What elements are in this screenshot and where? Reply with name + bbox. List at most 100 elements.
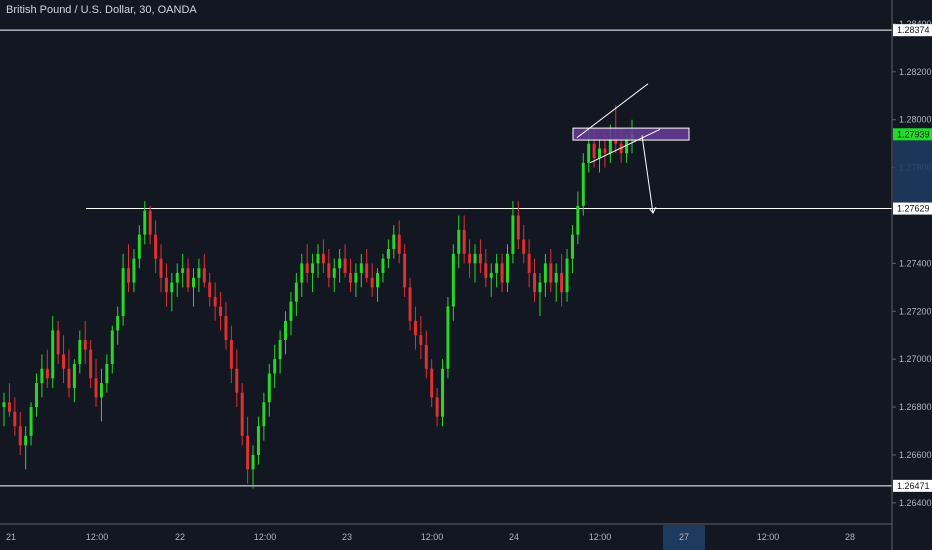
candle-body xyxy=(354,272,358,283)
candle-body xyxy=(267,373,271,403)
candle-body xyxy=(83,340,87,350)
candle-body xyxy=(132,258,136,283)
candle-body xyxy=(462,229,466,254)
level-price-tag xyxy=(893,202,932,215)
candle-body xyxy=(229,340,233,369)
candle-body xyxy=(18,426,22,446)
candle-body xyxy=(278,340,282,360)
candle-body xyxy=(235,368,239,393)
candle-body xyxy=(170,282,174,293)
level-price-label: 1.26471 xyxy=(897,481,930,491)
candle-body xyxy=(175,272,179,283)
candle-body xyxy=(608,138,612,154)
price-axis: 1.284001.282001.280001.278001.274001.272… xyxy=(891,0,932,550)
candle-body xyxy=(294,282,298,302)
candle-body xyxy=(137,234,141,259)
candle-body xyxy=(386,249,390,259)
candle-body xyxy=(300,263,304,283)
candle-body xyxy=(67,368,71,388)
price-tick-label: 1.26800 xyxy=(899,402,932,412)
candle-body xyxy=(554,272,558,283)
candle-body xyxy=(284,320,288,341)
candle-body xyxy=(495,263,499,273)
time-tick-label: 23 xyxy=(342,532,352,542)
candle-body xyxy=(62,354,66,369)
candles xyxy=(2,105,634,489)
candle-body xyxy=(370,277,374,288)
candle-body xyxy=(365,263,369,278)
time-tick-label: 12:00 xyxy=(421,532,444,542)
candle-body xyxy=(202,268,206,283)
candle-body xyxy=(381,258,385,273)
candle-body xyxy=(451,253,455,307)
candle-body xyxy=(533,272,537,293)
candle-body xyxy=(392,234,396,250)
candle-body xyxy=(181,268,185,273)
candle-body xyxy=(549,263,553,283)
candle-body xyxy=(419,335,423,345)
candle-body xyxy=(505,253,509,283)
symbol-title: British Pound / U.S. Dollar, 30, OANDA xyxy=(6,4,197,16)
candle-body xyxy=(148,210,152,235)
candle-body xyxy=(430,368,434,398)
candle-body xyxy=(143,210,147,235)
candle-body xyxy=(89,349,93,379)
candle-body xyxy=(522,239,526,254)
candle-body xyxy=(34,383,38,408)
price-tick-label: 1.27200 xyxy=(899,306,932,316)
candle-body xyxy=(191,277,195,288)
candle-body xyxy=(78,340,82,364)
candle-body xyxy=(446,306,450,369)
candle-body xyxy=(208,282,212,297)
candle-body xyxy=(316,253,320,264)
price-highlight xyxy=(893,128,932,209)
candle-body xyxy=(213,296,217,307)
candle-body xyxy=(343,258,347,273)
candle-body xyxy=(219,306,223,317)
candle-body xyxy=(110,330,114,364)
candle-body xyxy=(603,148,607,154)
candle-body xyxy=(321,253,325,264)
level-price-label: 1.28374 xyxy=(897,25,930,35)
channel-upper-line xyxy=(576,83,649,139)
candle-body xyxy=(408,287,412,321)
candle-body xyxy=(56,330,60,355)
candle-body xyxy=(359,263,363,273)
time-tick-label: 21 xyxy=(6,532,16,542)
candle-body xyxy=(332,268,336,278)
candle-body xyxy=(484,263,488,278)
candle-body xyxy=(224,316,228,341)
candle-body xyxy=(51,330,55,379)
price-tick-label: 1.27000 xyxy=(899,354,932,364)
candle-body xyxy=(538,282,542,293)
candle-body xyxy=(251,454,255,470)
candle-body xyxy=(240,392,244,436)
candle-body xyxy=(587,143,591,163)
candle-body xyxy=(592,143,596,159)
candle-body xyxy=(154,234,158,259)
time-tick-label: 28 xyxy=(845,532,855,542)
candle-body xyxy=(478,253,482,264)
price-tick-label: 1.26400 xyxy=(899,498,932,508)
projection-arrow-head xyxy=(648,206,657,215)
candle-body xyxy=(614,138,618,144)
candle-body xyxy=(159,258,163,278)
candle-body xyxy=(99,383,103,398)
candle-body xyxy=(273,359,277,374)
candle-body xyxy=(403,253,407,288)
time-tick-label: 24 xyxy=(509,532,519,542)
projection-arrow-line xyxy=(641,135,654,214)
candle-body xyxy=(2,402,6,408)
candle-body xyxy=(348,272,352,283)
price-tick-label: 1.27400 xyxy=(899,258,932,268)
candle-body xyxy=(511,215,515,254)
candle-body xyxy=(164,277,168,293)
time-tick-label: 12:00 xyxy=(254,532,277,542)
candle-body xyxy=(186,268,190,288)
candle-body xyxy=(424,344,428,369)
price-axis-bg xyxy=(892,0,932,550)
candle-body xyxy=(94,378,98,398)
time-tick-label: 22 xyxy=(175,532,185,542)
candle-body xyxy=(598,148,602,159)
